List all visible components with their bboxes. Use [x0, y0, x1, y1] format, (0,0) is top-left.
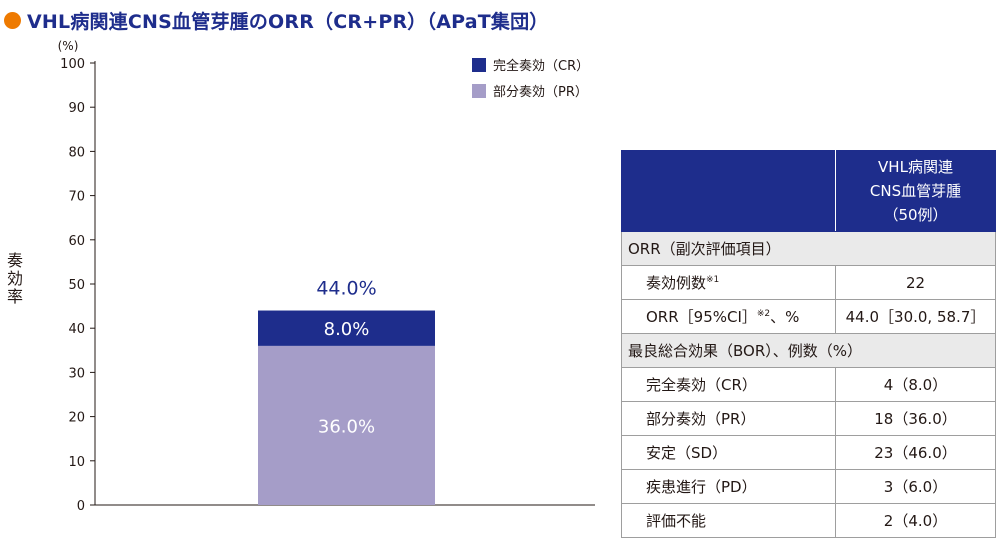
table-row-value: 22	[835, 265, 996, 300]
table-row-label: 部分奏効（PR）	[621, 401, 836, 436]
bar-chart: 0 10 20 30 40 50 60 70 80 90 100 (%) 奏効率 36.0% 8.0% 44…	[7, 39, 595, 514]
y-axis-unit: (%)	[58, 39, 79, 53]
table-section-row: 最良総合効果（BOR）、例数（%）	[621, 333, 996, 368]
table-row-value: 3（6.0）	[835, 469, 996, 504]
bar-total-label: 44.0%	[316, 278, 376, 300]
legend-swatch	[472, 84, 486, 98]
bullet-dot-icon	[4, 11, 21, 29]
results-table: VHL病関連 CNS血管芽腫 （50例） ORR（副次評価項目） 奏効例数※1 22…	[621, 150, 996, 538]
y-axis-label: 奏効率	[7, 251, 23, 306]
table-row: 疾患進行（PD） 3（6.0）	[621, 469, 996, 504]
table-row-label: 奏効例数※1	[621, 265, 836, 300]
bar-segment-cr	[258, 310, 435, 346]
y-tick-label: 100	[60, 57, 85, 72]
table-row-label: 安定（SD）	[621, 435, 836, 470]
table-row: 安定（SD） 23（46.0）	[621, 435, 996, 470]
legend-swatch	[472, 58, 486, 72]
y-tick-label: 0	[77, 499, 85, 514]
table-header-column: VHL病関連 CNS血管芽腫 （50例）	[835, 150, 996, 232]
y-tick-label: 80	[68, 145, 85, 160]
table-section-row: ORR（副次評価項目）	[621, 231, 996, 266]
table-section-label: 最良総合効果（BOR）、例数（%）	[621, 333, 996, 368]
y-tick-label: 60	[68, 234, 85, 249]
bar-segment-pr	[258, 345, 435, 505]
title-row: VHL病関連CNS血管芽腫のORR（CR+PR）（APaT集団）	[4, 6, 549, 34]
table-header-empty	[621, 150, 836, 232]
bar-segment-label: 8.0%	[324, 319, 370, 340]
table-row: 評価不能 2（4.0）	[621, 503, 996, 538]
table-row-value: 2（4.0）	[835, 503, 996, 538]
y-tick-label: 70	[68, 190, 85, 205]
y-tick-label: 20	[68, 411, 85, 426]
table-row: 奏効例数※1 22	[621, 265, 996, 300]
table-row-value: 18（36.0）	[835, 401, 996, 436]
table-header-row: VHL病関連 CNS血管芽腫 （50例）	[621, 150, 996, 232]
footnote-mark: ※1	[706, 275, 720, 285]
bar-segment-label: 36.0%	[318, 416, 375, 437]
table-row-label: 疾患進行（PD）	[621, 469, 836, 504]
y-tick-label: 40	[68, 322, 85, 337]
chart-bars: 36.0% 8.0% 44.0%	[258, 278, 435, 505]
table-row-label: 評価不能	[621, 503, 836, 538]
y-tick-label: 50	[68, 278, 85, 293]
legend-label: 部分奏効（PR）	[493, 85, 588, 100]
table-row: 完全奏効（CR） 4（8.0）	[621, 367, 996, 402]
table-row-value: 4（8.0）	[835, 367, 996, 402]
table-section-label: ORR（副次評価項目）	[621, 231, 996, 266]
footnote-mark: ※2	[756, 309, 771, 319]
table-row-value: 44.0［30.0, 58.7］	[835, 299, 996, 334]
legend-label: 完全奏効（CR）	[493, 58, 589, 74]
chart-legend: 完全奏効（CR） 部分奏効（PR）	[472, 58, 589, 100]
chart-title: VHL病関連CNS血管芽腫のORR（CR+PR）（APaT集団）	[27, 10, 549, 33]
table-row-label: 完全奏効（CR）	[621, 367, 836, 402]
chart-axes: 0 10 20 30 40 50 60 70 80 90 100 (%) 奏効率	[7, 39, 595, 514]
y-tick-label: 10	[68, 455, 85, 470]
table-row: ORR［95%CI］※2、% 44.0［30.0, 58.7］	[621, 299, 996, 334]
table-row-value: 23（46.0）	[835, 435, 996, 470]
y-tick-label: 90	[68, 101, 85, 116]
table-row: 部分奏効（PR） 18（36.0）	[621, 401, 996, 436]
y-tick-label: 30	[68, 366, 85, 381]
table-row-label: ORR［95%CI］※2、%	[621, 299, 836, 334]
